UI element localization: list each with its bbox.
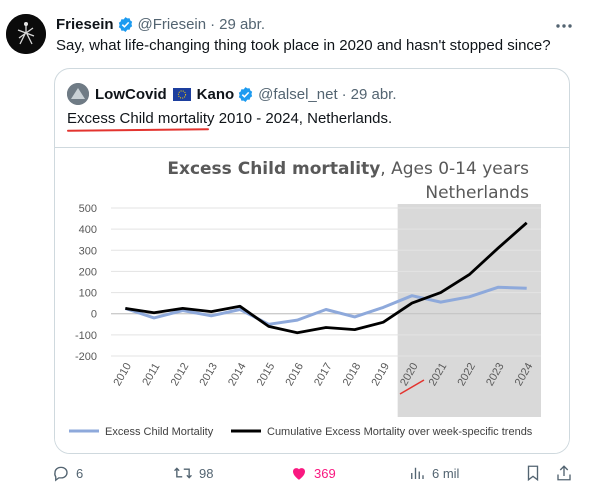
series-line-excess: [124, 285, 527, 326]
author-name[interactable]: Friesein: [56, 15, 114, 33]
more-horizontal-icon: [556, 24, 572, 28]
author-handle[interactable]: @Friesein: [137, 15, 207, 33]
chart-title: Excess Child mortality, Ages 0-14 years: [167, 159, 529, 179]
quote-date: 29 abr.: [350, 85, 397, 103]
like-button[interactable]: 369: [290, 464, 336, 482]
views-count: 6 mil: [432, 465, 460, 481]
quoted-tweet[interactable]: LowCovid Kano @falsel_net · 29 abr. Exce…: [54, 68, 570, 454]
reply-icon: [54, 466, 68, 482]
verified-badge-icon: [117, 16, 134, 33]
x-tick-label: 2018: [341, 361, 364, 388]
reply-button[interactable]: 6: [52, 464, 83, 482]
chart-svg: Excess Child mortality, Ages 0-14 years N…: [69, 159, 541, 438]
eu-flag-icon: [172, 87, 191, 101]
share-icon: [557, 465, 571, 481]
y-tick-label: 500: [79, 203, 97, 215]
legend-label: Excess Child Mortality: [105, 426, 214, 438]
action-bar: 6 98 369 6 mil: [0, 462, 590, 486]
more-options-button[interactable]: [554, 16, 574, 41]
quote-text: Excess Child mortality 2010 - 2024, Neth…: [67, 110, 392, 127]
legend-label: Cumulative Excess Mortality over week-sp…: [267, 426, 533, 438]
header-separator: ·: [210, 15, 216, 33]
retweet-count: 98: [199, 465, 214, 481]
avatar-image: [6, 14, 46, 54]
quote-header-separator: ·: [341, 85, 347, 103]
y-tick-label: 400: [79, 224, 97, 236]
y-tick-label: 300: [79, 245, 97, 257]
x-tick-label: 2016: [283, 361, 306, 388]
views-button[interactable]: 6 mil: [408, 464, 459, 482]
chart-image: Excess Child mortality, Ages 0-14 years N…: [55, 147, 569, 453]
red-underline-annotation: [66, 128, 210, 132]
x-tick-label: 2017: [312, 361, 335, 388]
x-tick-label: 2011: [140, 361, 162, 387]
bookmark-icon: [527, 465, 539, 482]
reply-count: 6: [76, 465, 84, 481]
y-tick-label: 200: [79, 266, 97, 278]
views-icon: [411, 467, 424, 479]
series-line-cumulative: [125, 221, 528, 335]
quote-header: LowCovid Kano @falsel_net · 29 abr.: [67, 83, 397, 105]
quote-author-avatar: [67, 83, 89, 105]
quote-verified-badge-icon: [237, 86, 254, 103]
retweet-button[interactable]: 98: [173, 464, 213, 482]
x-tick-label: 2013: [197, 361, 220, 388]
x-tick-label: 2014: [226, 361, 249, 388]
x-tick-label: 2010: [111, 361, 134, 388]
quote-author-handle: @falsel_net: [258, 85, 338, 103]
y-tick-label: 100: [79, 288, 97, 300]
retweet-icon: [174, 467, 192, 479]
quote-text-rest: 2010 - 2024, Netherlands.: [214, 110, 393, 127]
x-tick-label: 2015: [255, 361, 278, 388]
share-button[interactable]: [555, 464, 579, 482]
like-count: 369: [314, 465, 336, 481]
author-avatar[interactable]: [6, 14, 46, 54]
chart-subtitle: Netherlands: [425, 183, 529, 203]
y-tick-label: -200: [75, 351, 97, 363]
red-annotation-mark: [399, 379, 425, 395]
y-tick-label: -100: [75, 330, 97, 342]
heart-icon: [293, 468, 305, 480]
y-tick-label: 0: [91, 309, 97, 321]
quote-author-name: LowCovid: [95, 85, 167, 103]
quote-text-underlined: Excess Child mortality: [67, 110, 215, 127]
x-tick-label: 2012: [169, 361, 192, 388]
tweet-header: Friesein @Friesein · 29 abr.: [56, 14, 265, 34]
x-tick-label: 2019: [369, 361, 392, 388]
tweet-date[interactable]: 29 abr.: [219, 15, 265, 33]
quote-author-suffix: Kano: [196, 85, 235, 103]
tweet-text: Say, what life-changing thing took place…: [56, 37, 551, 54]
bookmark-button[interactable]: [524, 464, 548, 482]
